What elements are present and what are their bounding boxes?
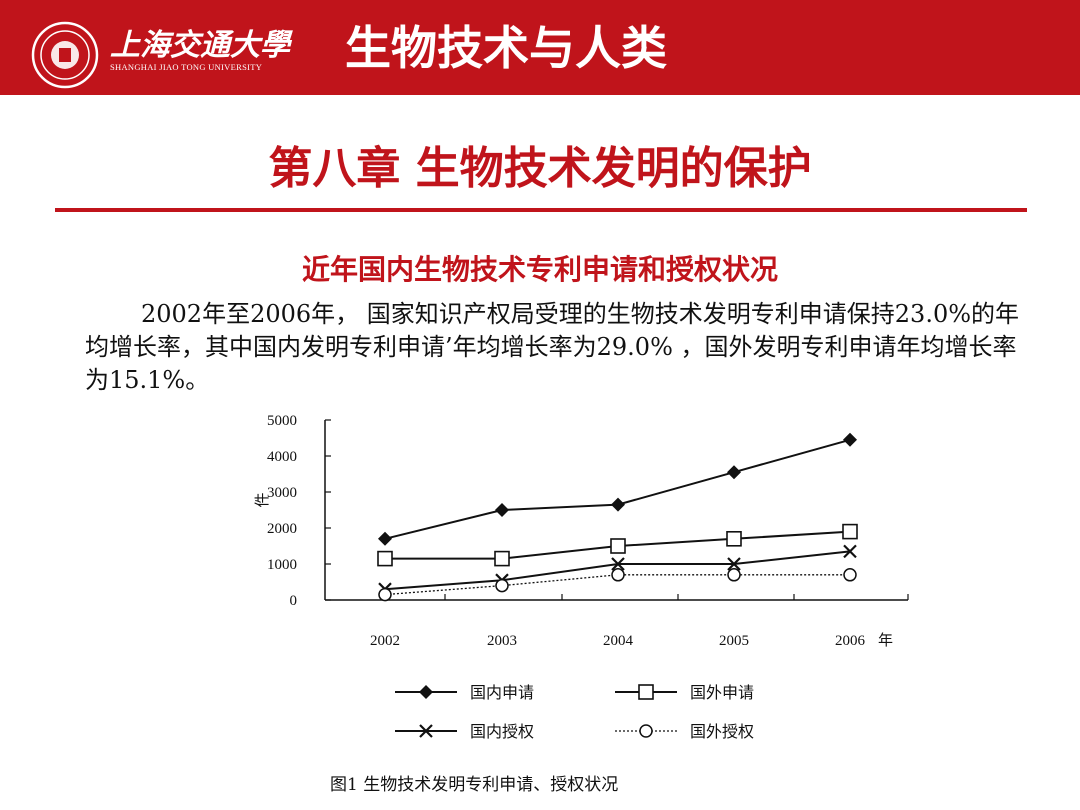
y-tick-label: 3000: [267, 485, 297, 501]
data-point: [611, 568, 625, 582]
x-tick-label: 2004: [603, 633, 634, 649]
header-banner: 上海交通大學 SHANGHAI JIAO TONG UNIVERSITY 生物技…: [0, 0, 1080, 95]
slide-subtitle: 近年国内生物技术专利申请和授权状况: [301, 253, 778, 286]
x-axis-label: 年: [878, 632, 893, 649]
data-point: [378, 531, 392, 546]
legend-marker: [639, 724, 653, 738]
data-point: [843, 544, 857, 559]
data-point: [727, 465, 741, 480]
data-point: [495, 503, 509, 517]
data-point: [378, 587, 392, 602]
series-line-1: [384, 438, 851, 540]
y-axis-label: 件: [254, 492, 271, 507]
x-tick-label: 2006: [835, 633, 866, 649]
data-point: [726, 530, 742, 547]
school-name-en: SHANGHAI JIAO TONG UNIVERSITY: [110, 62, 263, 72]
chapter-title: 第八章 生物技术发明的保护: [268, 143, 812, 194]
legend-label: 国外申请: [690, 683, 754, 702]
data-point: [843, 432, 857, 447]
y-tick-label: 1000: [267, 557, 297, 573]
legend-label: 国内授权: [470, 722, 534, 741]
data-point: [377, 550, 393, 567]
data-point: [611, 497, 625, 512]
y-tick-label: 0: [290, 593, 298, 609]
legend-label: 国内申请: [470, 683, 534, 702]
y-tick-label: 5000: [267, 413, 297, 429]
legend-marker: [638, 684, 654, 700]
data-point: [842, 523, 858, 540]
data-point: [843, 568, 857, 582]
y-tick-label: 2000: [267, 521, 297, 537]
x-tick-label: 2002: [370, 633, 400, 649]
school-name-cn: 上海交通大學: [110, 28, 290, 63]
legend-marker: [419, 685, 433, 699]
body-paragraph: 2002年至2006年， 国家知识产权局受理的生物技术发明专利申请保持23.0%…: [85, 300, 1020, 394]
data-point: [494, 550, 510, 567]
x-tick-label: 2005: [719, 633, 749, 649]
data-point: [727, 568, 741, 582]
legend-label: 国外授权: [690, 722, 754, 741]
title-divider: [55, 208, 1027, 212]
data-point: [610, 538, 626, 554]
university-seal-icon: [31, 21, 99, 89]
y-tick-label: 4000: [267, 449, 297, 465]
legend-marker: [419, 724, 433, 738]
figure-caption: 图1 生物技术发明专利申请、授权状况: [330, 775, 618, 795]
data-point: [727, 557, 741, 571]
data-point: [611, 557, 625, 571]
course-title: 生物技术与人类: [345, 21, 667, 75]
data-point: [495, 578, 509, 593]
x-tick-label: 2003: [487, 633, 517, 649]
